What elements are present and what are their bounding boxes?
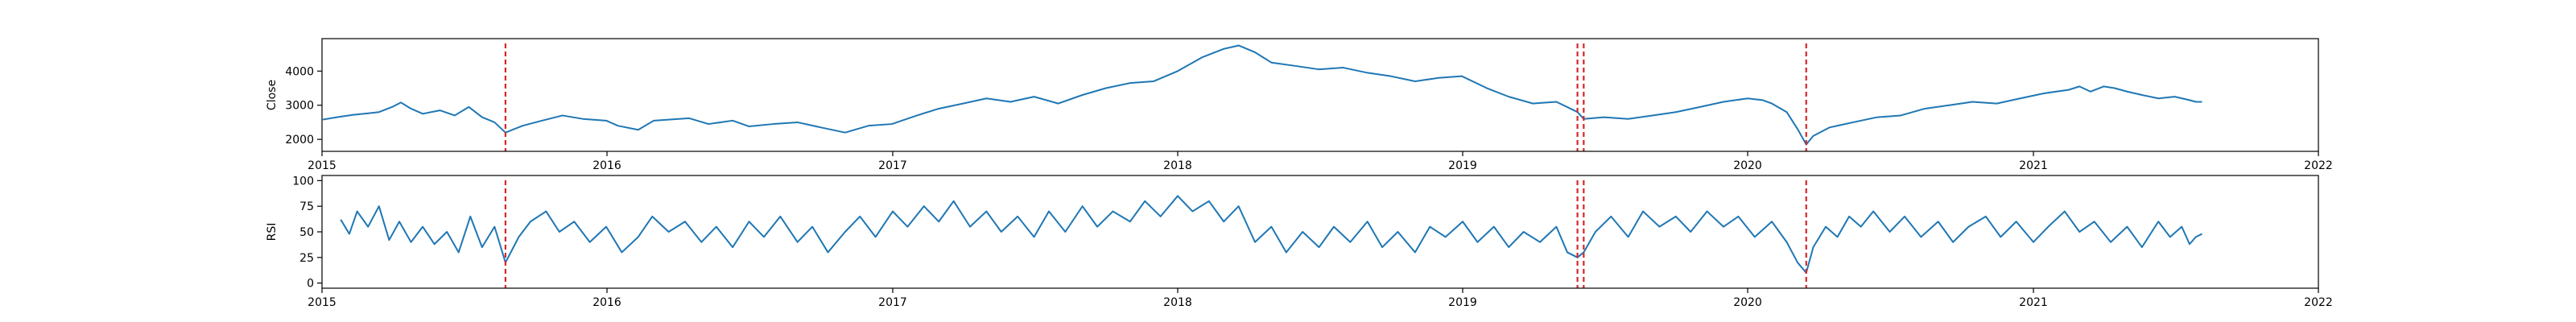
rsi-x-tick-label: 2018 [1163,296,1192,309]
close-x-tick-label: 2017 [878,159,907,172]
close-x-tick-label: 2019 [1448,159,1477,172]
close-axis-ticks: 2000 3000 4000 2015 2016 2017 2018 2019 2020 2021… [285,65,2332,172]
rsi-x-tick-label: 2020 [1733,296,1762,309]
rsi-x-tick-label: 2021 [2019,296,2048,309]
close-x-tick-label: 2022 [2304,159,2333,172]
close-x-tick-label: 2020 [1733,159,1762,172]
rsi-x-tick-label: 2016 [592,296,621,309]
rsi-x-tick-label: 2015 [308,296,336,309]
rsi-series-line [340,195,2202,274]
rsi-plot-content [340,180,2202,288]
close-series-line [322,44,2202,146]
rsi-y-tick-label: 100 [292,175,314,188]
rsi-x-tick-label: 2019 [1448,296,1477,309]
rsi-y-tick-label: 75 [299,200,314,213]
rsi-y-tick-label: 0 [307,278,314,291]
close-x-tick-label: 2016 [592,159,621,172]
close-y-tick-label: 4000 [285,65,314,78]
rsi-y-tick-label: 25 [299,252,314,265]
rsi-y-axis-label: RSI [266,223,279,242]
close-y-tick-label: 2000 [285,134,314,147]
close-x-tick-label: 2018 [1163,159,1192,172]
close-x-tick-label: 2015 [308,159,336,172]
rsi-subplot: 0 25 50 75 100 2015 2016 2017 2018 2019 2020 2021 20… [266,175,2333,309]
close-y-axis-label: Close [266,80,279,110]
close-x-tick-label: 2021 [2019,159,2048,172]
rsi-x-tick-label: 2022 [2304,296,2333,309]
rsi-axis-ticks: 0 25 50 75 100 2015 2016 2017 2018 2019 2020 2021 20… [292,175,2333,309]
close-axes-frame [321,38,2319,152]
rsi-x-tick-label: 2017 [878,296,907,309]
close-price-subplot: 2000 3000 4000 2015 2016 2017 2018 2019 2020 2021… [266,38,2333,172]
close-y-tick-label: 3000 [285,100,314,113]
close-plot-content [322,43,2202,151]
rsi-y-tick-label: 50 [299,226,314,239]
